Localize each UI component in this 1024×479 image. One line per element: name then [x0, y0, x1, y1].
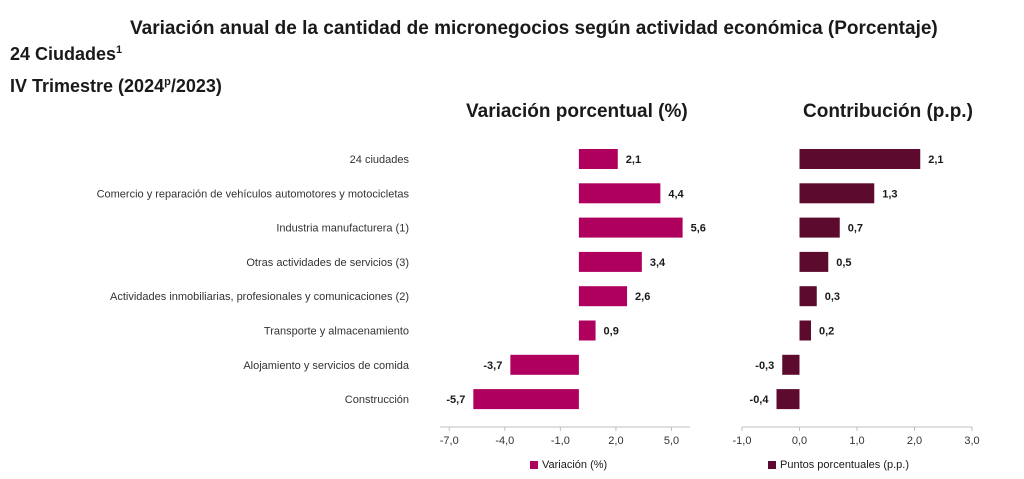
- subtitle-text: 24 Ciudades: [10, 44, 117, 64]
- variation-data-label: 4,4: [668, 188, 684, 200]
- variation-bar: [578, 217, 683, 238]
- contribution-bar: [776, 389, 800, 410]
- period-suffix: /2023): [170, 76, 222, 96]
- variation-tick-label: 5,0: [664, 435, 679, 447]
- variation-bar: [578, 286, 628, 307]
- contribution-bar: [799, 217, 840, 238]
- category-label: Otras actividades de servicios (3): [246, 257, 409, 269]
- contribution-legend: Puntos porcentuales (p.p.): [768, 459, 909, 471]
- period-label: IV Trimestre (2024p/2023): [10, 76, 222, 97]
- contribution-bar: [799, 286, 817, 307]
- contribution-tick-label: -1,0: [733, 435, 752, 447]
- variation-tick-label: -7,0: [440, 435, 459, 447]
- contribution-panel-title: Contribución (p.p.): [803, 101, 973, 122]
- variation-legend: Variación (%): [530, 459, 607, 471]
- period-provisional-mark: p: [164, 76, 171, 88]
- category-label: Transporte y almacenamiento: [264, 326, 409, 338]
- contribution-tick-label: 1,0: [849, 435, 864, 447]
- variation-tick-label: -4,0: [495, 435, 514, 447]
- category-label: Industria manufacturera (1): [276, 223, 409, 235]
- variation-bar: [578, 251, 642, 272]
- category-label: Alojamiento y servicios de comida: [243, 360, 410, 372]
- contribution-bar: [799, 320, 811, 341]
- contribution-data-label: 1,3: [882, 188, 897, 200]
- variation-data-label: 2,6: [635, 291, 650, 303]
- contribution-legend-label: Puntos porcentuales (p.p.): [780, 459, 910, 471]
- contribution-legend-swatch: [768, 461, 776, 469]
- variation-legend-swatch: [530, 461, 538, 469]
- period-prefix: IV Trimestre (2024: [10, 76, 165, 96]
- variation-data-label: 5,6: [691, 223, 706, 235]
- contribution-data-label: 0,7: [848, 223, 863, 235]
- chart-title: Variación anual de la cantidad de micron…: [130, 18, 938, 39]
- contribution-tick-label: 0,0: [792, 435, 807, 447]
- contribution-data-label: 0,5: [836, 257, 851, 269]
- category-label: Comercio y reparación de vehículos autom…: [97, 188, 410, 200]
- variation-panel-title: Variación porcentual (%): [466, 101, 688, 122]
- category-label: 24 ciudades: [350, 154, 410, 166]
- contribution-bar: [799, 183, 875, 204]
- variation-data-label: -3,7: [483, 360, 502, 372]
- category-label: Actividades inmobiliarias, profesionales…: [110, 291, 409, 303]
- subtitle-footnote: 1: [116, 44, 123, 56]
- variation-data-label: -5,7: [446, 394, 465, 406]
- contribution-data-label: -0,4: [750, 394, 770, 406]
- contribution-bar: [782, 354, 800, 375]
- variation-bar: [473, 389, 579, 410]
- contribution-tick-label: 3,0: [964, 435, 979, 447]
- contribution-tick-label: 2,0: [907, 435, 922, 447]
- contribution-data-label: 0,2: [819, 326, 834, 338]
- contribution-data-label: 2,1: [928, 154, 943, 166]
- variation-tick-label: -1,0: [551, 435, 570, 447]
- variation-data-label: 2,1: [626, 154, 641, 166]
- contribution-data-label: 0,3: [825, 291, 840, 303]
- contribution-bar: [799, 149, 921, 169]
- variation-data-label: 0,9: [604, 326, 619, 338]
- variation-data-label: 3,4: [650, 257, 666, 269]
- contribution-bar: [799, 251, 829, 272]
- variation-legend-label: Variación (%): [542, 459, 608, 471]
- contribution-data-label: -0,3: [755, 360, 774, 372]
- variation-bar: [578, 149, 618, 169]
- variation-bar: [510, 354, 579, 375]
- variation-bar: [578, 183, 661, 204]
- chart-subtitle: 24 Ciudades1: [10, 44, 122, 65]
- variation-bar: [578, 320, 596, 341]
- variation-tick-label: 2,0: [608, 435, 623, 447]
- category-label: Construcción: [345, 394, 409, 406]
